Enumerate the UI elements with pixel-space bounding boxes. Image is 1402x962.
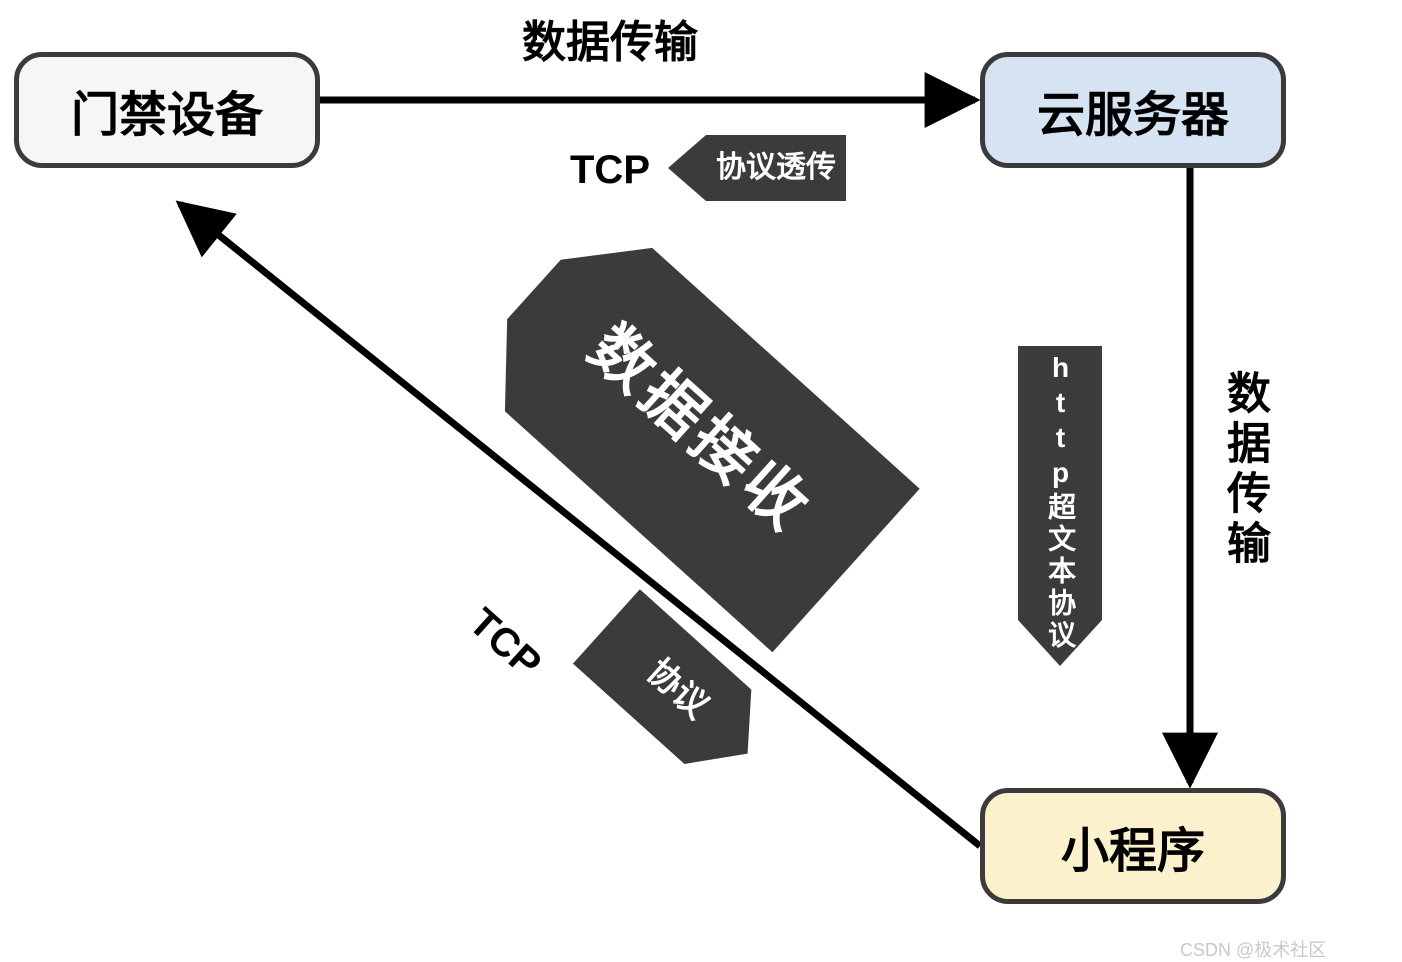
protocol-tcp-2: TCP: [460, 600, 550, 687]
node-miniapp: 小程序: [980, 788, 1286, 904]
tag-http-protocol-text: http超文本协议: [1018, 352, 1102, 652]
edge1-label: 数据传输: [522, 6, 698, 70]
edge2-label: 数据传输: [1212, 370, 1276, 570]
node-cloud-server: 云服务器: [980, 52, 1286, 168]
node-access-device: 门禁设备: [14, 52, 320, 168]
tag-protocol-text: 协议: [580, 596, 773, 784]
node-miniapp-label: 小程序: [1061, 811, 1205, 881]
node-cloud-server-label: 云服务器: [1037, 75, 1229, 145]
node-access-device-label: 门禁设备: [71, 75, 263, 145]
tag-protocol-passthrough-text: 协议透传: [706, 135, 846, 201]
tag-data-receive-text: 数据接收: [493, 228, 908, 632]
watermark: CSDN @极术社区: [1180, 936, 1326, 962]
protocol-tcp-1: TCP: [570, 148, 650, 193]
